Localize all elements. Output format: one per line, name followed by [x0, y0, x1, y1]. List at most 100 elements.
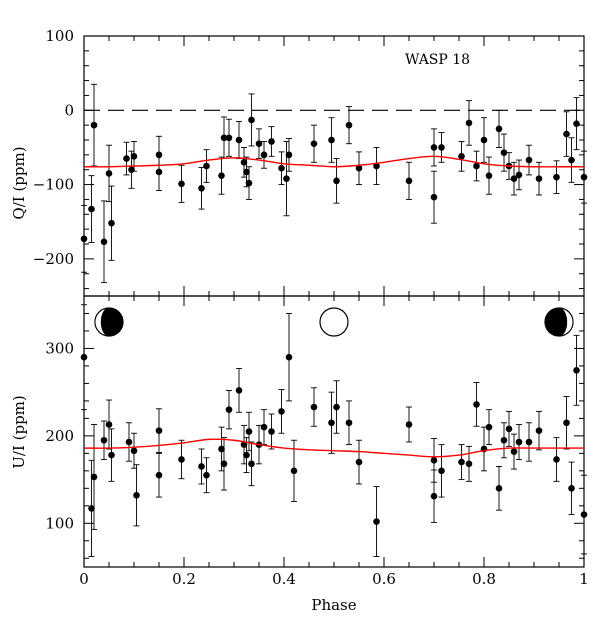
- point-marker: [345, 121, 353, 129]
- data-point: [568, 461, 575, 515]
- point-marker: [373, 162, 380, 170]
- data-point: [580, 474, 588, 555]
- point-marker: [580, 173, 588, 181]
- top-panel: −200 −100 0 100: [33, 27, 588, 297]
- model-curve: [83, 155, 584, 168]
- x-tick-label: 0.2: [172, 570, 196, 588]
- data-point: [268, 413, 275, 450]
- point-marker: [203, 471, 210, 479]
- data-point: [458, 141, 465, 172]
- point-marker: [225, 134, 233, 142]
- data-point: [90, 83, 98, 167]
- data-point: [130, 432, 138, 469]
- point-marker: [333, 177, 340, 185]
- x-tick-label: 1: [579, 570, 589, 588]
- data-point: [485, 156, 493, 195]
- phase-crescent: [558, 307, 574, 337]
- point-marker: [525, 156, 533, 164]
- point-marker: [178, 180, 185, 188]
- data-point: [345, 106, 353, 145]
- point-marker: [155, 471, 163, 479]
- point-marker: [485, 423, 493, 431]
- point-marker: [568, 156, 575, 164]
- y-tick-label: −100: [33, 176, 74, 194]
- point-marker: [473, 162, 480, 170]
- point-marker: [108, 451, 115, 459]
- point-marker: [430, 457, 438, 464]
- point-marker: [563, 130, 570, 138]
- data-point: [355, 151, 363, 186]
- point-marker: [345, 419, 353, 427]
- data-point: [328, 117, 335, 163]
- point-marker: [90, 473, 98, 481]
- data-point: [345, 400, 353, 446]
- point-marker: [133, 492, 140, 499]
- data-point: [108, 185, 115, 261]
- point-marker: [310, 403, 318, 411]
- point-marker: [245, 428, 253, 435]
- point-marker: [243, 168, 250, 176]
- data-point: [465, 445, 473, 482]
- data-point: [430, 128, 438, 167]
- point-marker: [80, 235, 88, 243]
- data-point: [260, 141, 268, 169]
- data-point: [260, 409, 268, 446]
- point-marker: [430, 144, 438, 151]
- data-point: [465, 100, 473, 146]
- data-point: [80, 304, 88, 411]
- point-marker: [480, 136, 488, 144]
- point-marker: [465, 119, 473, 127]
- data-point: [155, 135, 163, 174]
- data-point: [563, 111, 570, 157]
- point-marker: [290, 467, 298, 475]
- data-point: [438, 444, 445, 498]
- point-marker: [243, 451, 250, 459]
- point-marker: [235, 136, 243, 144]
- point-marker: [123, 155, 130, 162]
- data-point: [458, 444, 465, 481]
- point-marker: [505, 425, 513, 433]
- point-marker: [88, 205, 95, 213]
- data-point: [525, 144, 533, 176]
- point-marker: [310, 140, 318, 148]
- point-marker: [220, 460, 228, 468]
- y-tick-label: 100: [45, 514, 74, 532]
- data-point: [553, 437, 560, 482]
- point-marker: [328, 419, 335, 427]
- data-point: [515, 159, 523, 191]
- data-point: [535, 161, 543, 196]
- data-point: [203, 149, 210, 183]
- data-point: [198, 448, 205, 485]
- data-point: [225, 118, 233, 157]
- point-marker: [100, 238, 108, 246]
- data-point: [580, 150, 588, 204]
- point-marker: [80, 353, 88, 361]
- point-marker: [218, 172, 225, 179]
- point-marker: [278, 164, 285, 172]
- point-marker: [573, 120, 580, 127]
- data-point: [105, 399, 113, 450]
- y-tick-label: −200: [33, 250, 74, 268]
- data-point: [500, 422, 508, 459]
- data-point: [123, 141, 130, 176]
- point-marker: [515, 438, 523, 446]
- data-point: [563, 396, 570, 450]
- data-point: [405, 161, 413, 200]
- phase-disk: [319, 307, 349, 337]
- y-tick-label: 0: [64, 101, 74, 119]
- data-point: [515, 424, 523, 460]
- point-marker: [240, 441, 248, 448]
- data-point: [373, 486, 380, 557]
- point-marker: [355, 458, 363, 466]
- point-marker: [573, 367, 580, 374]
- x-tick-label: 0.6: [372, 570, 396, 588]
- data-point: [243, 437, 250, 474]
- data-point: [430, 170, 438, 224]
- point-marker: [220, 134, 228, 142]
- point-marker: [100, 436, 108, 444]
- data-point: [285, 138, 293, 172]
- point-marker: [553, 173, 560, 181]
- point-marker: [580, 511, 588, 518]
- data-point: [473, 150, 480, 182]
- x-tick-label: 0.8: [472, 570, 496, 588]
